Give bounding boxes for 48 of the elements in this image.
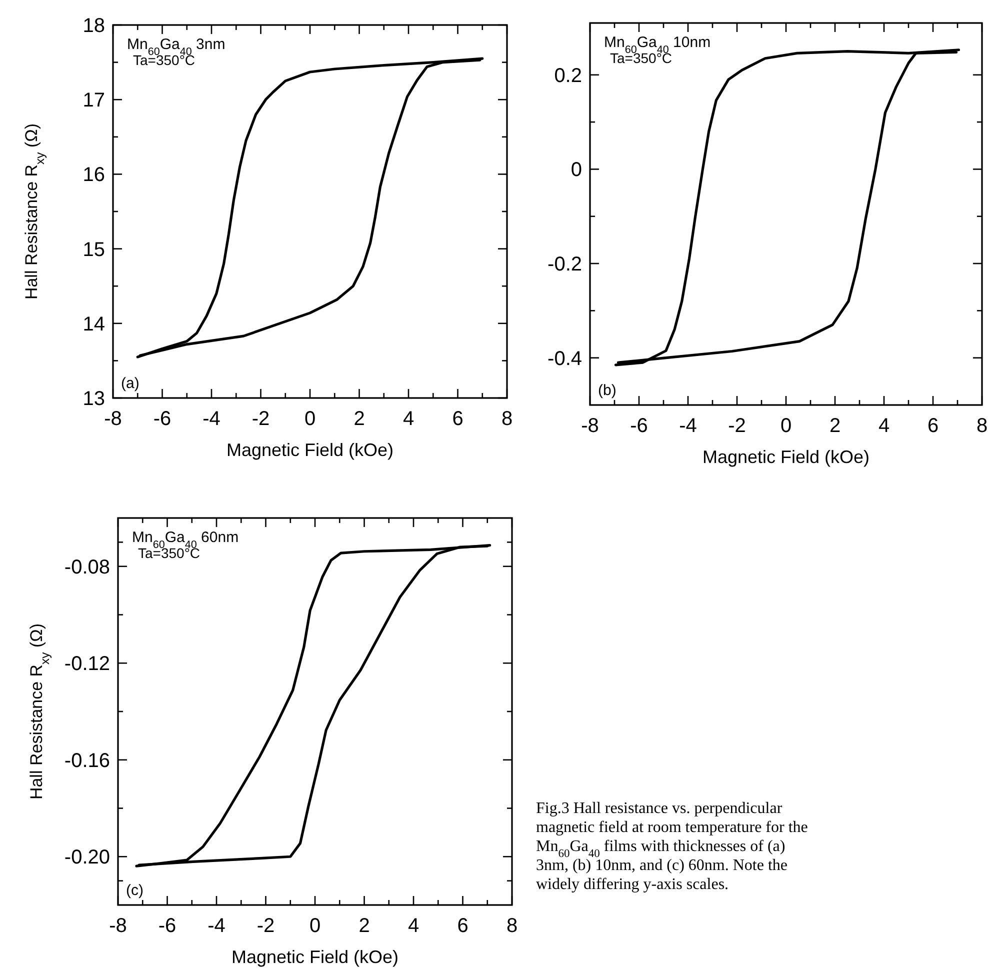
- x-tick-label: 4: [408, 915, 420, 937]
- y-tick-label: 15: [82, 238, 105, 261]
- y-tick-label: 18: [82, 15, 105, 37]
- annotation: (c): [126, 882, 144, 899]
- y-tick-label: 17: [82, 90, 105, 112]
- x-tick-label: 6: [927, 415, 939, 437]
- x-tick-label: -4: [208, 915, 226, 937]
- x-tick-label: -2: [252, 408, 270, 430]
- x-tick-label: -2: [728, 415, 746, 437]
- y-tick-label: 0.2: [554, 64, 582, 87]
- y-tick-label: -0.12: [64, 653, 110, 676]
- x-tick-label: 6: [452, 408, 464, 430]
- x-tick-label: -6: [630, 415, 648, 437]
- y-tick-label: -0.16: [64, 750, 110, 772]
- x-tick-label: 2: [829, 415, 841, 437]
- y-tick-label: 13: [82, 388, 105, 410]
- y-tick-label: 16: [82, 164, 105, 186]
- text: Fig.3 Hall resistance vs. perpendicular magnetic field at room temperature for the Mn$_{60}$Ga$_{40}$ films with thicknesses of (a) 3nm, (b) 10nm, and (c) 60nm. Note the widely differing y-axis scales.: [536, 800, 808, 893]
- x-tick-label: -8: [109, 915, 127, 937]
- x-tick-label: 6: [457, 915, 468, 937]
- x-tick-label: 2: [358, 915, 370, 937]
- x-tick-label: 0: [304, 408, 316, 430]
- x-tick-label: 0: [309, 915, 321, 937]
- x-axis-title: Magnetic Field (kOe): [702, 447, 870, 467]
- x-tick-label: -4: [679, 415, 697, 437]
- y-tick-label: -0.08: [64, 556, 110, 578]
- x-axis-title: Magnetic Field (kOe): [231, 947, 399, 967]
- x-tick-label: -2: [256, 915, 275, 937]
- x-tick-label: 0: [780, 415, 792, 437]
- annotation: (a): [121, 375, 140, 392]
- x-tick-label: -8: [104, 408, 122, 430]
- x-tick-label: -8: [581, 415, 599, 437]
- x-tick-label: -4: [202, 408, 220, 430]
- annotation: (b): [598, 382, 616, 399]
- x-axis-title: Magnetic Field (kOe): [226, 440, 394, 460]
- x-tick-label: 8: [506, 915, 518, 937]
- x-tick-label: 4: [402, 408, 414, 430]
- y-tick-label: -0.20: [64, 846, 110, 869]
- x-tick-label: 2: [354, 408, 365, 430]
- y-tick-label: 14: [82, 313, 105, 336]
- y-tick-label: -0.2: [548, 254, 582, 276]
- y-tick-label: -0.4: [548, 348, 582, 370]
- x-tick-label: -6: [153, 408, 172, 430]
- x-tick-label: -6: [158, 915, 176, 937]
- y-tick-label: 0: [570, 159, 582, 182]
- x-tick-label: 8: [976, 415, 988, 437]
- x-tick-label: 8: [501, 408, 513, 430]
- x-tick-label: 4: [878, 415, 890, 437]
